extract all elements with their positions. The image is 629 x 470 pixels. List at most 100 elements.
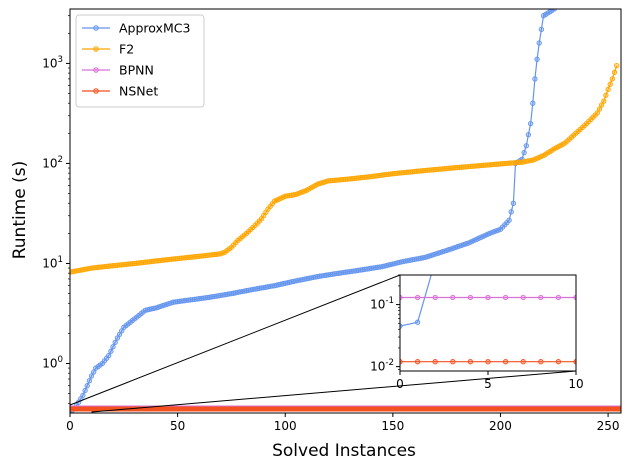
legend-item-f2: F2 xyxy=(82,42,134,57)
inset-data-point xyxy=(400,294,403,301)
inset-data-point xyxy=(485,294,491,301)
inset-data-point xyxy=(467,294,474,301)
inset-plot: 0 5 10 10-2 10-1 xyxy=(370,259,584,391)
y-tick-label: 103 xyxy=(42,55,63,70)
x-axis-label: Solved Instances xyxy=(272,441,416,461)
series-f2 xyxy=(70,62,620,275)
inset-data-point xyxy=(450,294,456,301)
data-point xyxy=(106,352,112,359)
inset-y-tick-label: 10-2 xyxy=(370,358,394,373)
data-point xyxy=(80,392,86,399)
inset-data-point xyxy=(538,359,544,365)
inset-data-point xyxy=(433,259,437,263)
inset-data-point xyxy=(502,359,509,365)
data-point xyxy=(532,76,538,82)
inset-data-point xyxy=(400,323,403,329)
data-point xyxy=(91,369,97,375)
zoom-connector xyxy=(69,274,401,406)
plot-frame xyxy=(69,8,622,414)
inset-data-point xyxy=(555,294,562,301)
data-point xyxy=(549,9,555,13)
data-point xyxy=(538,26,545,33)
legend-swatch-marker xyxy=(93,88,99,94)
data-point xyxy=(596,106,603,112)
inset-data-point xyxy=(432,294,438,301)
data-point xyxy=(510,200,517,206)
data-point xyxy=(506,217,512,223)
data-point xyxy=(530,100,536,106)
inset-y-tick-label: 10-1 xyxy=(370,296,394,311)
series-line xyxy=(70,9,555,413)
x-tick-label: 50 xyxy=(170,419,185,433)
legend-label: BPNN xyxy=(119,63,154,78)
legend-box xyxy=(75,14,205,108)
inset-data-point xyxy=(520,359,526,365)
legend: ApproxMC3 F2 BPNN NSNet xyxy=(75,14,205,108)
legend-item-bpnn: BPNN xyxy=(82,63,154,78)
inset-data-point xyxy=(538,294,544,301)
inset-data-point xyxy=(555,359,562,365)
data-point xyxy=(112,339,118,346)
inset-x-tick-label: 10 xyxy=(568,377,583,391)
data-point xyxy=(508,209,514,215)
data-point xyxy=(84,383,90,389)
x-tick-label: 150 xyxy=(381,419,404,433)
zoom-connector xyxy=(91,370,577,413)
data-point xyxy=(108,348,114,354)
legend-item-approxmc3: ApproxMC3 xyxy=(82,21,190,36)
data-point xyxy=(110,344,116,350)
inset-data-point xyxy=(432,359,438,365)
data-point xyxy=(534,56,540,62)
data-point xyxy=(598,102,605,108)
inset-series-line xyxy=(400,275,432,327)
y-tick-label: 101 xyxy=(42,255,63,270)
data-point xyxy=(607,81,613,87)
data-point xyxy=(601,98,607,104)
data-point xyxy=(605,86,611,93)
data-point xyxy=(603,92,609,98)
legend-swatch-marker xyxy=(93,46,99,52)
inset-x-tick-label: 5 xyxy=(484,377,492,391)
legend-swatch-marker xyxy=(93,67,99,73)
y-axis-label: Runtime (s) xyxy=(10,161,30,260)
inset-series-approxmc3 xyxy=(400,259,437,329)
x-tick-label: 0 xyxy=(66,419,74,433)
inset-data-point xyxy=(502,294,509,301)
inset-data-point xyxy=(450,359,456,365)
data-point xyxy=(521,149,527,156)
x-tick-label: 100 xyxy=(274,419,297,433)
data-point xyxy=(609,76,616,82)
inset-zoom-connectors xyxy=(69,274,577,413)
main-plot-area xyxy=(70,9,621,413)
inset-x-tick-label: 0 xyxy=(396,377,404,391)
data-point xyxy=(594,110,600,116)
data-point xyxy=(525,132,532,138)
legend-swatch-marker xyxy=(93,25,99,31)
inset-data-point xyxy=(414,319,421,325)
series-approxmc3 xyxy=(70,9,557,413)
data-point xyxy=(82,387,88,394)
series-group xyxy=(70,9,621,413)
y-tick-label: 102 xyxy=(42,155,63,170)
inset-data-point xyxy=(414,359,421,365)
legend-item-nsnet: NSNet xyxy=(82,84,158,99)
data-point xyxy=(611,69,618,75)
legend-label: ApproxMC3 xyxy=(119,21,190,36)
inset-data-point xyxy=(467,359,474,365)
legend-label: NSNet xyxy=(119,84,158,99)
data-point xyxy=(527,120,534,127)
data-point xyxy=(523,143,529,149)
inset-data-point xyxy=(400,359,403,365)
y-tick-label: 100 xyxy=(42,355,63,370)
inset-data-point xyxy=(414,294,421,301)
inset-background xyxy=(400,275,576,371)
data-point xyxy=(614,62,620,69)
inset-data-point xyxy=(520,294,526,301)
data-point xyxy=(88,373,95,379)
data-point xyxy=(536,40,542,46)
legend-label: F2 xyxy=(119,42,134,57)
x-tick-label: 250 xyxy=(597,419,620,433)
inset-data-point xyxy=(485,359,491,365)
